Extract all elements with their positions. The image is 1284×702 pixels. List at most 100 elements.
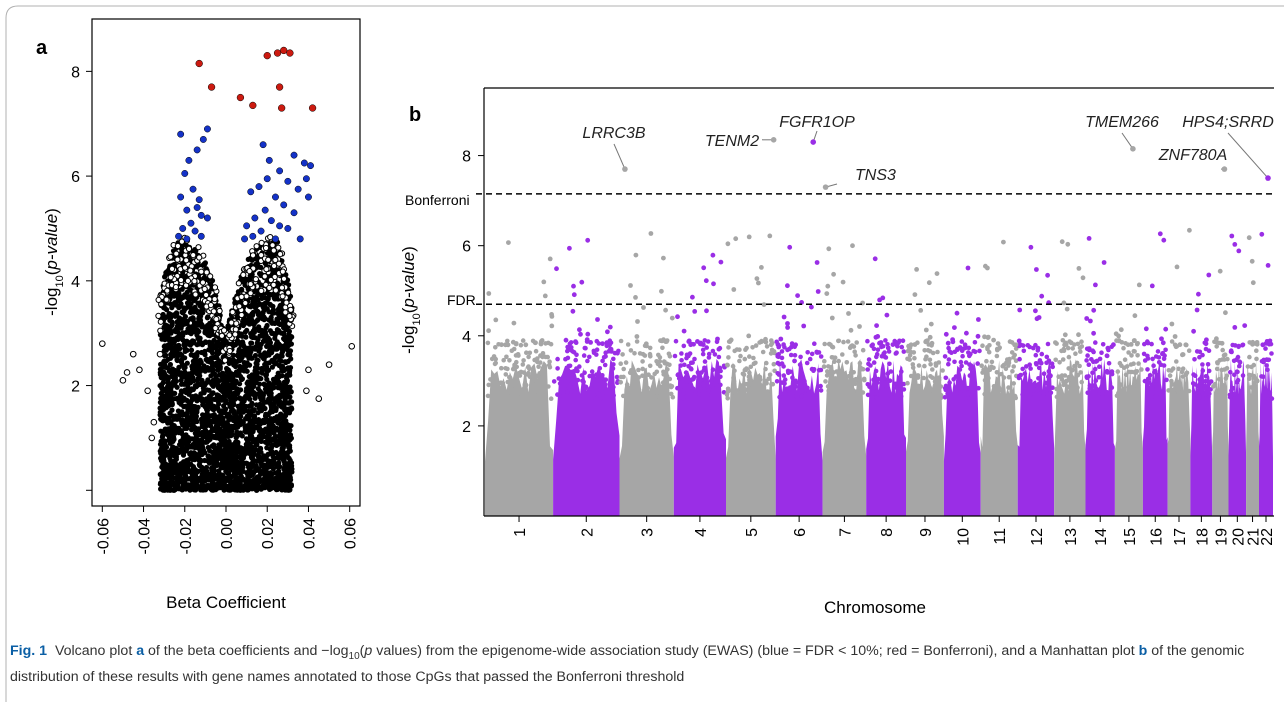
manhattan-point bbox=[965, 265, 971, 271]
manhattan-point bbox=[633, 295, 638, 300]
manhattan-point bbox=[633, 252, 639, 258]
manhattan-point bbox=[1059, 239, 1065, 245]
manhattan-y-tick-label: 8 bbox=[462, 149, 471, 166]
bonferroni-cpg-point bbox=[1265, 175, 1271, 181]
manhattan-point bbox=[486, 328, 491, 334]
manhattan-point bbox=[688, 342, 694, 348]
manhattan-point bbox=[763, 339, 769, 345]
manhattan-x-tick-label: 19 bbox=[1213, 528, 1230, 546]
manhattan-point bbox=[850, 243, 855, 249]
manhattan-point bbox=[1065, 241, 1071, 247]
manhattan-point bbox=[1136, 282, 1142, 288]
chromosome-band bbox=[553, 359, 620, 516]
volcano-point-fdr bbox=[177, 193, 185, 201]
manhattan-point bbox=[781, 314, 787, 320]
manhattan-x-tick-label: 5 bbox=[744, 528, 761, 537]
manhattan-point bbox=[1016, 338, 1022, 344]
manhattan-point bbox=[912, 342, 918, 347]
manhattan-point bbox=[1223, 310, 1228, 316]
manhattan-point bbox=[1039, 293, 1045, 299]
volcano-point-fdr bbox=[189, 185, 197, 193]
manhattan-x-tick-label: 16 bbox=[1148, 528, 1165, 546]
volcano-point-bonferroni bbox=[236, 93, 245, 102]
volcano-point-fdr bbox=[197, 232, 205, 240]
manhattan-point bbox=[1169, 321, 1175, 327]
manhattan-point bbox=[1068, 340, 1074, 346]
gene-label: LRRC3B bbox=[582, 125, 645, 142]
volcano-point-fdr bbox=[179, 225, 187, 232]
manhattan-point bbox=[1157, 231, 1163, 237]
manhattan-point bbox=[1034, 316, 1040, 322]
bonferroni-cpg-point bbox=[1130, 146, 1136, 152]
manhattan-point bbox=[567, 245, 572, 251]
volcano-x-ticks: -0.06 -0.04 -0.02 0.00 0.02 0.04 0.06 bbox=[95, 506, 360, 554]
manhattan-point bbox=[778, 336, 784, 342]
manhattan-point bbox=[584, 337, 590, 342]
manhattan-point bbox=[754, 276, 760, 281]
manhattan-point bbox=[815, 289, 821, 294]
volcano-point-fdr bbox=[203, 214, 211, 222]
manhattan-point bbox=[486, 291, 492, 296]
manhattan-point bbox=[1064, 306, 1070, 312]
volcano-point-fdr bbox=[284, 225, 292, 232]
volcano-y-ticks: 2 4 6 8 bbox=[71, 64, 92, 491]
manhattan-point bbox=[982, 334, 987, 340]
manhattan-point bbox=[928, 321, 934, 327]
manhattan-point bbox=[1203, 341, 1209, 347]
manhattan-y-tick-label: 6 bbox=[462, 239, 471, 256]
manhattan-point bbox=[643, 341, 649, 347]
manhattan-point bbox=[767, 233, 773, 239]
manhattan-point bbox=[846, 311, 851, 316]
manhattan-point bbox=[1111, 342, 1116, 348]
manhattan-point bbox=[976, 317, 981, 322]
manhattan-point bbox=[1062, 332, 1068, 338]
gene-label: HPS4;SRRD bbox=[1182, 114, 1274, 131]
manhattan-point bbox=[1265, 263, 1271, 268]
manhattan-point bbox=[493, 317, 499, 323]
manhattan-point bbox=[661, 255, 666, 261]
manhattan-point bbox=[628, 283, 633, 288]
manhattan-point bbox=[1160, 340, 1166, 346]
panel-b-label: b bbox=[409, 104, 421, 126]
volcano-point-fdr bbox=[195, 196, 203, 204]
volcano-point-nonsignificant bbox=[148, 434, 156, 442]
manhattan-point bbox=[1232, 242, 1238, 247]
manhattan-point bbox=[1091, 307, 1097, 313]
manhattan-point bbox=[1196, 291, 1201, 297]
manhattan-point bbox=[785, 325, 790, 330]
volcano-point-fdr bbox=[259, 141, 267, 149]
volcano-x-tick-label: 0.02 bbox=[260, 518, 277, 549]
panel-a-label: a bbox=[36, 37, 48, 59]
volcano-point-fdr bbox=[247, 188, 255, 196]
manhattan-point bbox=[918, 308, 924, 313]
volcano-point-fdr bbox=[241, 235, 249, 243]
manhattan-point bbox=[1191, 328, 1196, 334]
manhattan-x-tick-label: 11 bbox=[992, 528, 1009, 545]
manhattan-point bbox=[549, 323, 555, 329]
volcano-point-nonsignificant bbox=[119, 377, 127, 384]
manhattan-point bbox=[1250, 280, 1256, 286]
manhattan-point bbox=[1114, 338, 1119, 343]
volcano-point-nonsignificant bbox=[303, 387, 310, 395]
manhattan-point bbox=[1206, 272, 1212, 278]
manhattan-point bbox=[1013, 342, 1019, 348]
manhattan-point bbox=[824, 291, 830, 296]
manhattan-point bbox=[912, 292, 918, 297]
volcano-point-nonsignificant bbox=[136, 366, 143, 374]
manhattan-point bbox=[523, 342, 529, 348]
chromosome-band bbox=[619, 359, 674, 516]
manhattan-point bbox=[503, 342, 508, 348]
manhattan-point bbox=[877, 340, 882, 346]
manhattan-point bbox=[1174, 264, 1180, 270]
manhattan-point bbox=[538, 341, 544, 347]
bonferroni-cpg-point bbox=[810, 139, 817, 145]
manhattan-point bbox=[675, 314, 680, 320]
manhattan-point bbox=[826, 246, 832, 252]
manhattan-point bbox=[1088, 318, 1093, 324]
manhattan-point bbox=[1177, 342, 1183, 348]
manhattan-point bbox=[635, 319, 640, 324]
manhattan-point bbox=[890, 342, 896, 347]
volcano-point-fdr bbox=[300, 159, 308, 167]
manhattan-point bbox=[840, 279, 846, 285]
